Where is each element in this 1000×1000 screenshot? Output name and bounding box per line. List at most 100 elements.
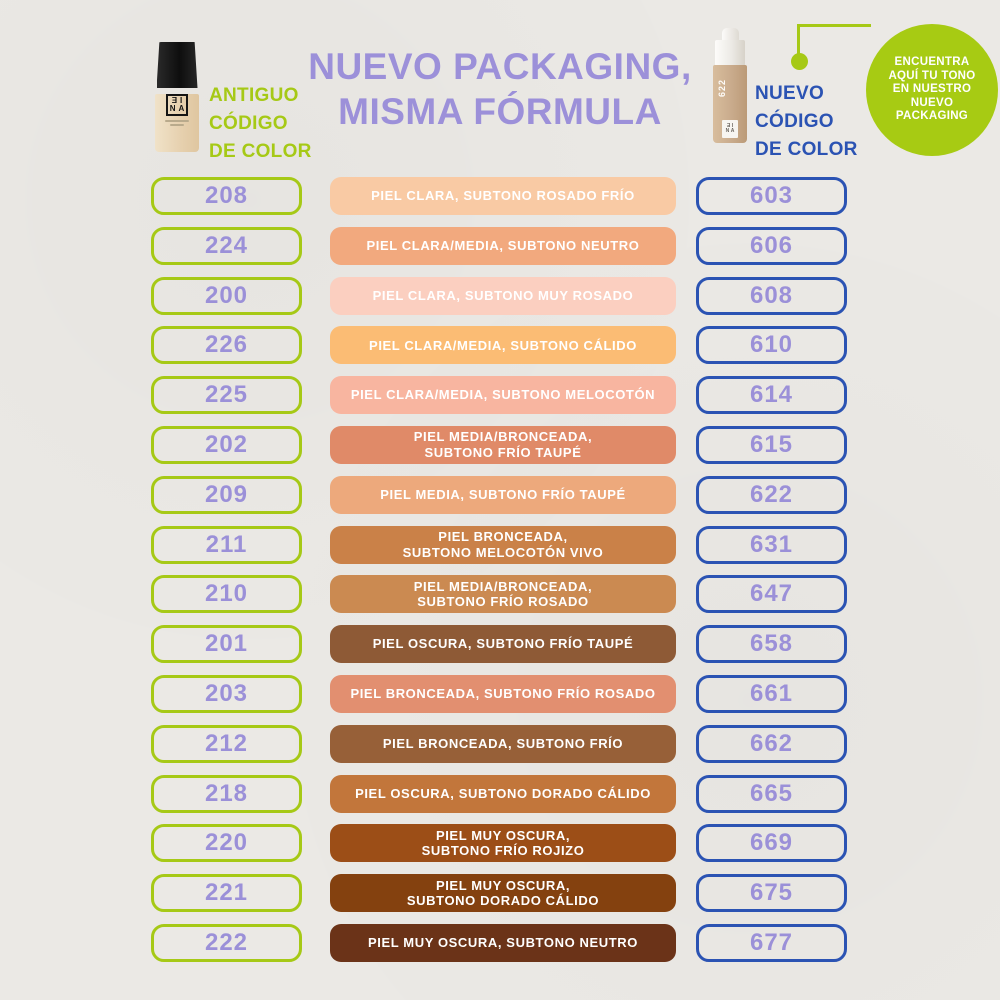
swatch-description-line: PIEL MUY OSCURA, SUBTONO NEUTRO [368, 935, 638, 951]
old-code-value: 210 [204, 580, 249, 608]
skin-tone-swatch: PIEL CLARA/MEDIA, SUBTONO MELOCOTÓN [330, 376, 676, 415]
new-bottle-mini-logo: ƎI NA [722, 120, 738, 138]
new-bottle-pump-nub [721, 28, 739, 41]
conversion-row: 208 PIEL CLARA, SUBTONO ROSADO FRÍO 603 [0, 177, 1000, 215]
conversion-row: 210 PIEL MEDIA/BRONCEADA, SUBTONO FRÍO RO… [0, 575, 1000, 614]
new-code-box: 677 [696, 923, 847, 962]
old-code-value: 222 [204, 928, 249, 956]
swatch-description-line: PIEL CLARA/MEDIA, SUBTONO MELOCOTÓN [350, 387, 656, 403]
skin-tone-swatch: PIEL CLARA, SUBTONO MUY ROSADO [330, 276, 676, 315]
old-code-box: 209 [151, 475, 302, 514]
old-code-box: 202 [151, 425, 302, 464]
old-code-box: 200 [151, 276, 302, 315]
new-code-box: 669 [696, 824, 847, 863]
old-bottle-body: ƎI NA [155, 94, 199, 152]
new-code-value: 603 [749, 182, 794, 209]
old-label-line-1: ANTIGUO [209, 85, 299, 106]
old-code-box: 221 [151, 874, 302, 913]
old-code-column-label: ANTIGUO CÓDIGO DE COLOR [209, 82, 312, 166]
skin-tone-swatch: PIEL MEDIA/BRONCEADA, SUBTONO FRÍO TAUPÉ [330, 425, 676, 464]
swatch-description-line: SUBTONO FRÍO ROJIZO [421, 843, 585, 859]
title-line-2: MISMA FÓRMULA [338, 91, 662, 132]
swatch-description-line: PIEL CLARA/MEDIA, SUBTONO CÁLIDO [369, 337, 637, 353]
new-code-box: 665 [696, 774, 847, 813]
badge-line-5: PACKAGING [895, 110, 969, 123]
badge-line-3: EN NUESTRO [892, 83, 972, 96]
skin-tone-swatch: PIEL MUY OSCURA, SUBTONO FRÍO ROJIZO [330, 824, 676, 863]
new-code-value: 631 [749, 530, 794, 558]
logo-row-top: ƎI [171, 96, 186, 105]
new-code-value: 647 [749, 580, 794, 608]
new-code-column-label: NUEVO CÓDIGO DE COLOR [755, 80, 858, 164]
conversion-row: 203 PIEL BRONCEADA, SUBTONO FRÍO ROSADO … [0, 674, 1000, 713]
new-code-box: 662 [696, 724, 847, 763]
logo-row-top: ƎI [726, 123, 735, 129]
skin-tone-swatch: PIEL OSCURA, SUBTONO DORADO CÁLIDO [330, 774, 676, 813]
skin-tone-swatch: PIEL BRONCEADA, SUBTONO FRÍO [330, 724, 676, 763]
label-line-decoration [170, 124, 184, 126]
new-code-value: 665 [749, 779, 794, 807]
swatch-description-line: SUBTONO MELOCOTÓN VIVO [402, 544, 604, 560]
swatch-description-line: PIEL MUY OSCURA, [435, 827, 571, 843]
skin-tone-swatch: PIEL CLARA/MEDIA, SUBTONO CÁLIDO [330, 326, 676, 365]
old-code-box: 208 [151, 177, 302, 215]
new-code-value: 658 [749, 630, 794, 658]
new-code-box: 622 [696, 475, 847, 514]
find-your-shade-badge: ENCUENTRA AQUÍ TU TONO EN NUESTRO NUEVO … [866, 24, 998, 156]
swatch-description-line: SUBTONO DORADO CÁLIDO [406, 893, 600, 909]
skin-tone-swatch: PIEL CLARA/MEDIA, SUBTONO NEUTRO [330, 226, 676, 265]
new-code-value: 675 [749, 879, 794, 907]
swatch-description-line: PIEL OSCURA, SUBTONO FRÍO TAUPÉ [372, 636, 634, 652]
conversion-table: 208 PIEL CLARA, SUBTONO ROSADO FRÍO 603 … [0, 177, 1000, 962]
skin-tone-swatch: PIEL BRONCEADA, SUBTONO FRÍO ROSADO [330, 674, 676, 713]
conversion-row: 225 PIEL CLARA/MEDIA, SUBTONO MELOCOTÓN … [0, 376, 1000, 415]
skin-tone-swatch: PIEL MUY OSCURA, SUBTONO NEUTRO [330, 923, 676, 962]
conversion-row: 220 PIEL MUY OSCURA, SUBTONO FRÍO ROJIZO … [0, 824, 1000, 863]
old-code-box: 201 [151, 625, 302, 664]
new-code-box: 658 [696, 625, 847, 664]
badge-line-2: AQUÍ TU TONO [888, 69, 976, 82]
old-code-box: 218 [151, 774, 302, 813]
new-code-value: 610 [749, 331, 794, 359]
old-label-line-3: DE COLOR [209, 141, 312, 162]
badge-line-1: ENCUENTRA [894, 56, 970, 69]
title-line-1: NUEVO PACKAGING, [308, 46, 692, 87]
badge-connector-line-vertical [797, 24, 800, 55]
swatch-description-line: PIEL MEDIA, SUBTONO FRÍO TAUPÉ [380, 487, 626, 503]
swatch-description-line: PIEL CLARA, SUBTONO ROSADO FRÍO [371, 188, 635, 204]
new-code-value: 622 [749, 480, 794, 508]
new-code-box: 661 [696, 674, 847, 713]
old-code-box: 211 [151, 525, 302, 564]
conversion-row: 212 PIEL BRONCEADA, SUBTONO FRÍO 662 [0, 724, 1000, 763]
old-bottle-cap [156, 42, 198, 88]
conversion-row: 200 PIEL CLARA, SUBTONO MUY ROSADO 608 [0, 276, 1000, 315]
old-packaging-bottle-image: ƎI NA [155, 42, 199, 152]
new-code-value: 677 [749, 928, 794, 956]
new-code-value: 608 [749, 281, 794, 309]
new-code-value: 662 [749, 729, 794, 757]
swatch-description-line: PIEL OSCURA, SUBTONO DORADO CÁLIDO [355, 785, 651, 801]
old-code-value: 202 [204, 430, 249, 458]
logo-row-bottom: NA [725, 128, 736, 134]
swatch-description-line: PIEL BRONCEADA, [438, 529, 568, 545]
badge-connector-line-horizontal [799, 24, 871, 27]
old-code-value: 224 [204, 231, 249, 259]
new-code-value: 606 [749, 231, 794, 259]
old-code-box: 226 [151, 326, 302, 365]
conversion-row: 224 PIEL CLARA/MEDIA, SUBTONO NEUTRO 606 [0, 226, 1000, 265]
swatch-description-line: SUBTONO FRÍO ROSADO [417, 594, 589, 610]
new-bottle-pump-cap [715, 40, 745, 66]
badge-connector-dot [791, 53, 808, 70]
skin-tone-swatch: PIEL MEDIA/BRONCEADA, SUBTONO FRÍO ROSADO [330, 575, 676, 614]
conversion-row: 221 PIEL MUY OSCURA, SUBTONO DORADO CÁLID… [0, 874, 1000, 913]
swatch-description-line: PIEL CLARA/MEDIA, SUBTONO NEUTRO [366, 238, 640, 254]
new-code-box: 631 [696, 525, 847, 564]
swatch-description-line: PIEL CLARA, SUBTONO MUY ROSADO [372, 287, 634, 303]
old-code-value: 218 [204, 779, 249, 807]
swatch-description-line: PIEL BRONCEADA, SUBTONO FRÍO ROSADO [350, 686, 656, 702]
new-bottle-shade-code: 622 [717, 79, 727, 98]
old-code-value: 211 [205, 530, 248, 558]
badge-line-4: NUEVO [910, 96, 954, 109]
new-bottle-body: 622 ƎI NA [713, 65, 747, 143]
